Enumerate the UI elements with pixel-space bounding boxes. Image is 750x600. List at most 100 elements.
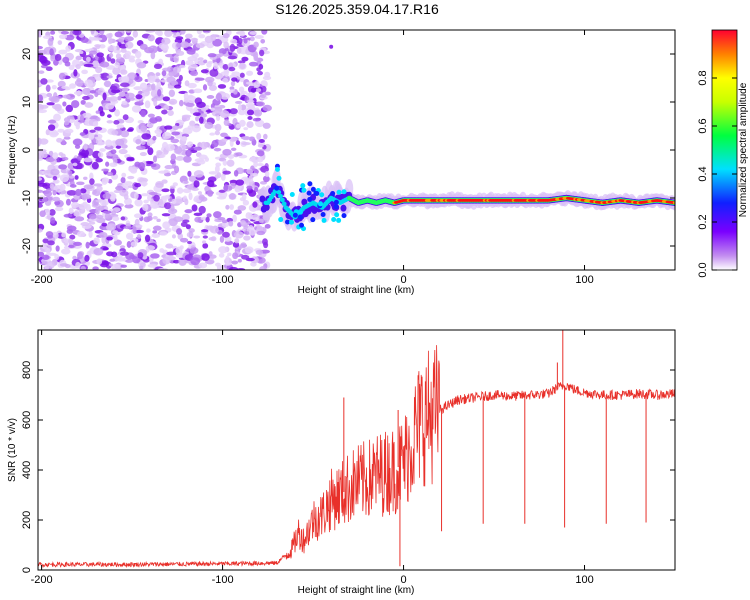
noise-blob	[38, 228, 43, 233]
noise-blob	[101, 222, 108, 227]
noise-blob	[120, 130, 130, 138]
noise-blob	[89, 172, 94, 181]
noise-blob	[64, 61, 71, 67]
noise-blob	[189, 149, 198, 153]
noise-blob	[175, 246, 183, 255]
noise-blob	[247, 116, 253, 120]
noise-blob	[115, 53, 122, 60]
noise-blob	[64, 128, 74, 134]
noise-blob	[58, 34, 68, 40]
noise-blob	[213, 147, 222, 152]
noise-blob	[120, 69, 128, 75]
noise-blob	[256, 150, 265, 157]
signal-scatter	[321, 217, 327, 223]
noise-blob	[46, 260, 55, 269]
noise-blob	[244, 246, 254, 254]
noise-blob	[227, 154, 235, 159]
noise-blob	[142, 203, 149, 212]
noise-blob	[136, 234, 142, 239]
noise-blob	[176, 187, 184, 194]
noise-blob	[120, 216, 126, 221]
y-tick-label: 200	[21, 511, 33, 529]
noise-blob	[222, 33, 230, 39]
noise-blob	[54, 206, 64, 212]
noise-blob	[263, 133, 268, 140]
noise-blob	[66, 189, 77, 196]
noise-blob	[237, 103, 242, 112]
noise-blob	[99, 111, 105, 117]
noise-blob	[96, 52, 104, 58]
noise-blob	[145, 30, 156, 33]
noise-blob	[50, 217, 56, 224]
noise-blob	[153, 98, 158, 107]
noise-blob	[119, 245, 126, 249]
noise-blob	[221, 138, 228, 143]
noise-blob	[161, 109, 168, 115]
noise-blob	[172, 125, 179, 131]
noise-blob	[208, 251, 213, 257]
noise-blob	[53, 113, 62, 122]
noise-blob	[74, 79, 84, 87]
noise-blob	[217, 217, 226, 221]
snr-axes: -200 -100 0 100 0 200 400 600 800	[21, 330, 675, 586]
noise-blob	[44, 208, 51, 216]
noise-blob	[112, 67, 121, 75]
noise-blob	[175, 123, 180, 127]
noise-blob	[168, 89, 176, 98]
noise-blob	[203, 59, 208, 64]
noise-blob	[257, 156, 264, 163]
noise-blob	[125, 232, 134, 240]
noise-blob	[107, 45, 117, 52]
noise-blob	[113, 234, 118, 242]
noise-blob	[68, 64, 75, 71]
noise-blob	[49, 209, 56, 216]
y-tick-label: 10	[21, 96, 33, 108]
noise-blob	[147, 212, 153, 217]
noise-blob	[254, 35, 264, 39]
noise-blob	[186, 231, 194, 238]
noise-blob	[211, 110, 221, 117]
noise-blob	[218, 52, 224, 57]
noise-blob	[171, 131, 181, 136]
noise-blob	[210, 236, 217, 242]
noise-blob	[99, 61, 110, 68]
noise-blob	[120, 144, 128, 149]
noise-blob	[152, 225, 162, 231]
noise-blob	[83, 143, 88, 151]
colorbar-ticks: 0.0 0.2 0.4 0.6 0.8	[697, 70, 737, 278]
noise-blob	[42, 238, 49, 244]
noise-blob	[218, 252, 225, 258]
noise-blob	[111, 263, 121, 270]
noise-blob	[254, 109, 263, 117]
noise-blob	[113, 189, 122, 194]
noise-blob	[127, 175, 135, 180]
noise-blob	[66, 225, 77, 232]
noise-blob	[98, 231, 108, 238]
noise-blob	[52, 179, 60, 184]
signal-scatter	[299, 222, 305, 228]
noise-blob	[220, 92, 231, 100]
noise-blob	[91, 161, 99, 170]
noise-blob	[140, 110, 146, 118]
noise-blob	[206, 179, 215, 188]
noise-blob	[108, 53, 114, 58]
noise-blob	[74, 175, 79, 180]
noise-blob	[238, 37, 243, 45]
noise-blob	[171, 198, 177, 205]
noise-blob	[180, 221, 188, 228]
noise-blob	[68, 170, 73, 177]
noise-blob	[40, 78, 48, 85]
x-tick-label: 100	[575, 574, 593, 586]
noise-blob	[38, 177, 43, 181]
noise-blob	[187, 240, 193, 245]
noise-blob	[241, 254, 250, 260]
noise-blob	[38, 251, 45, 257]
noise-blob	[120, 82, 130, 88]
noise-blob	[210, 34, 217, 41]
noise-blob	[122, 87, 129, 93]
noise-blob	[101, 177, 110, 184]
noise-blob	[72, 30, 82, 36]
noise-blob	[187, 125, 193, 130]
noise-blob	[50, 55, 56, 62]
noise-blob	[175, 36, 184, 40]
